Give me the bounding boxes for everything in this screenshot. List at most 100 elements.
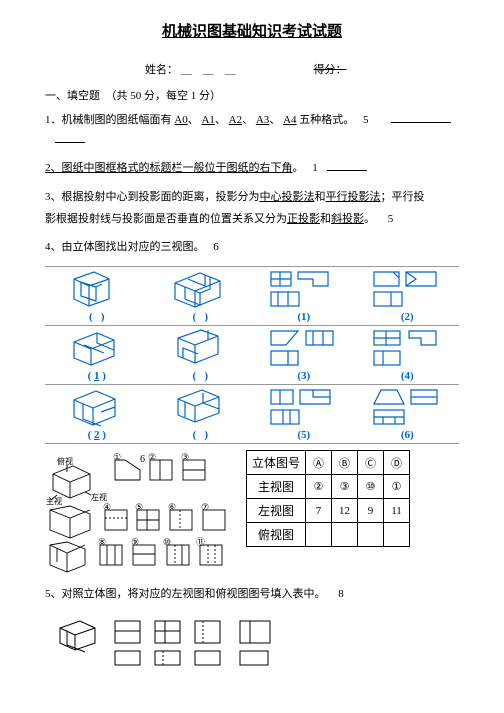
q1-score: 5 — [363, 114, 369, 126]
r0c2[interactable]: ③ — [332, 475, 358, 499]
fig-label-5: (5) — [297, 429, 310, 441]
q2-ans: 右下角 — [260, 162, 293, 174]
q3-mid-b: ；平行投 — [381, 191, 425, 203]
paren: ( ) — [192, 370, 208, 382]
anno-top: 俯视 — [57, 456, 73, 466]
ortho-set-5: (5) — [252, 387, 356, 441]
q4-figures: ( ) ( ) (1) (2) ( 1 ) ( ) (3) — [45, 266, 459, 444]
r1c2[interactable]: 12 — [332, 499, 358, 523]
fig-label-2: (2) — [401, 311, 414, 323]
svg-text:⑤: ⑤ — [135, 502, 143, 512]
ortho-set-2: (2) — [356, 269, 460, 323]
question-4: 4、由立体图找出对应的三视图。 6 — [45, 238, 459, 258]
r2c2[interactable] — [332, 523, 358, 547]
th-2: Ⓑ — [332, 451, 358, 475]
th-4: Ⓓ — [384, 451, 410, 475]
q5-text: 5、对照立体图，将对应的左视图和俯视图图号填入表中。 — [45, 588, 326, 600]
th-3: Ⓒ — [358, 451, 384, 475]
svg-text:⑦: ⑦ — [201, 502, 209, 512]
q3-ans-b: 平行投影法 — [326, 191, 381, 203]
svg-text:⑨: ⑨ — [131, 537, 139, 547]
q1-post: 五种格式。 — [299, 114, 354, 126]
small-views-svg: 俯视 主视 左视 6 ① ② ③ ④ ⑤ ⑥ ⑦ ⑧ — [45, 450, 240, 580]
r0c0: 主视图 — [247, 475, 306, 499]
q1-ans-1: A1 — [201, 114, 214, 126]
paren: ( ) — [192, 429, 208, 441]
header-line: 姓名： ＿ ＿ ＿ 得分： — [145, 61, 459, 77]
q3-text-a: 3、根据投射中心到投影面的距离，投影分为 — [45, 191, 260, 203]
r1c3[interactable]: 9 — [358, 499, 384, 523]
iso-view-b: ( ) — [149, 269, 253, 323]
q1-text: 1．机械制图的图纸幅面有 — [45, 114, 172, 126]
small-views-left: 俯视 主视 左视 6 ① ② ③ ④ ⑤ ⑥ ⑦ ⑧ — [45, 450, 240, 583]
ortho-set-3: (3) — [252, 328, 356, 382]
ortho-set-1: (1) — [252, 269, 356, 323]
fig-label-4: (4) — [401, 370, 414, 382]
fig-label-6: (6) — [401, 429, 414, 441]
q2-post: 。 — [293, 162, 304, 174]
q5-section: 俯视 主视 左视 6 ① ② ③ ④ ⑤ ⑥ ⑦ ⑧ — [45, 450, 459, 583]
fig-row-2: ( 1 ) ( ) (3) (4) — [45, 326, 459, 385]
q5-bottom-svg — [45, 613, 455, 668]
q3-score: 5 — [388, 213, 394, 225]
r0c3[interactable]: ⑩ — [358, 475, 384, 499]
q1-blank[interactable] — [391, 122, 451, 123]
name-blank[interactable]: ＿ ＿ ＿ — [181, 61, 271, 77]
r0c4[interactable]: ① — [384, 475, 410, 499]
ortho-set-4: (4) — [356, 328, 460, 382]
q4-ans-2: 2 — [94, 429, 100, 441]
r1c0: 左视图 — [247, 499, 306, 523]
q3-text-b: 影根据投射线与投影面是否垂直的位置关系又分为 — [45, 213, 287, 225]
iso-view-e: ( 2 ) — [45, 387, 149, 441]
q4-score: 6 — [213, 241, 219, 253]
fig-label-3: (3) — [297, 370, 310, 382]
q2-text: 2、图纸中图框格式的标题栏一般位于图纸的 — [45, 162, 260, 174]
paren-ans: ( 2 ) — [88, 429, 106, 441]
paren: ( ) — [192, 311, 208, 323]
svg-text:⑪: ⑪ — [196, 537, 205, 547]
anno-left: 左视 — [91, 492, 107, 502]
q1-ans-2: A2 — [229, 114, 242, 126]
r2c4[interactable] — [384, 523, 410, 547]
question-2: 2、图纸中图框格式的标题栏一般位于图纸的右下角。 1 — [45, 159, 459, 179]
q3-ans-c: 正投影 — [287, 213, 320, 225]
q2-blank[interactable] — [327, 170, 367, 171]
th-1: Ⓐ — [306, 451, 332, 475]
fig-label-1: (1) — [297, 311, 310, 323]
q4-text: 4、由立体图找出对应的三视图。 — [45, 241, 205, 253]
fig-row-3: ( 2 ) ( ) (5) (6) — [45, 385, 459, 444]
name-label: 姓名： — [145, 64, 178, 76]
small-score: 6 — [140, 454, 145, 465]
q3-ans-a: 中心投影法 — [260, 191, 315, 203]
r1c4[interactable]: 11 — [384, 499, 410, 523]
q1-blank-2[interactable] — [55, 142, 85, 143]
r2c3[interactable] — [358, 523, 384, 547]
paren: ( ) — [89, 311, 105, 323]
q5-figures — [45, 613, 459, 671]
q3-mid-c: 和 — [320, 213, 331, 225]
svg-text:④: ④ — [103, 502, 111, 512]
ortho-set-6: (6) — [356, 387, 460, 441]
q5-score: 8 — [338, 588, 344, 600]
r0c1[interactable]: ② — [306, 475, 332, 499]
section-1-header: 一、填空题 （共 50 分，每空 1 分） — [45, 87, 459, 103]
r2c1[interactable] — [306, 523, 332, 547]
r2c0: 俯视图 — [247, 523, 306, 547]
iso-view-f: ( ) — [149, 387, 253, 441]
iso-view-a: ( ) — [45, 269, 149, 323]
q3-ans-d: 斜投影 — [331, 213, 364, 225]
svg-text:⑩: ⑩ — [163, 537, 171, 547]
svg-text:③: ③ — [181, 452, 189, 462]
score-label: 得分： — [314, 64, 347, 76]
question-1: 1．机械制图的图纸幅面有 A0、 A1、 A2、 A3、 A4 五种格式。 5 — [45, 111, 459, 151]
fig-row-1: ( ) ( ) (1) (2) — [45, 266, 459, 326]
q3-post: 。 — [364, 213, 375, 225]
r1c1[interactable]: 7 — [306, 499, 332, 523]
svg-text:②: ② — [148, 452, 156, 462]
th-0: 立体图号 — [247, 451, 306, 475]
q2-score: 1 — [312, 162, 318, 174]
svg-text:⑧: ⑧ — [98, 537, 106, 547]
q4-ans-0: 1 — [94, 370, 100, 382]
q1-ans-0: A0 — [174, 114, 187, 126]
question-5: 5、对照立体图，将对应的左视图和俯视图图号填入表中。 8 — [45, 585, 459, 605]
